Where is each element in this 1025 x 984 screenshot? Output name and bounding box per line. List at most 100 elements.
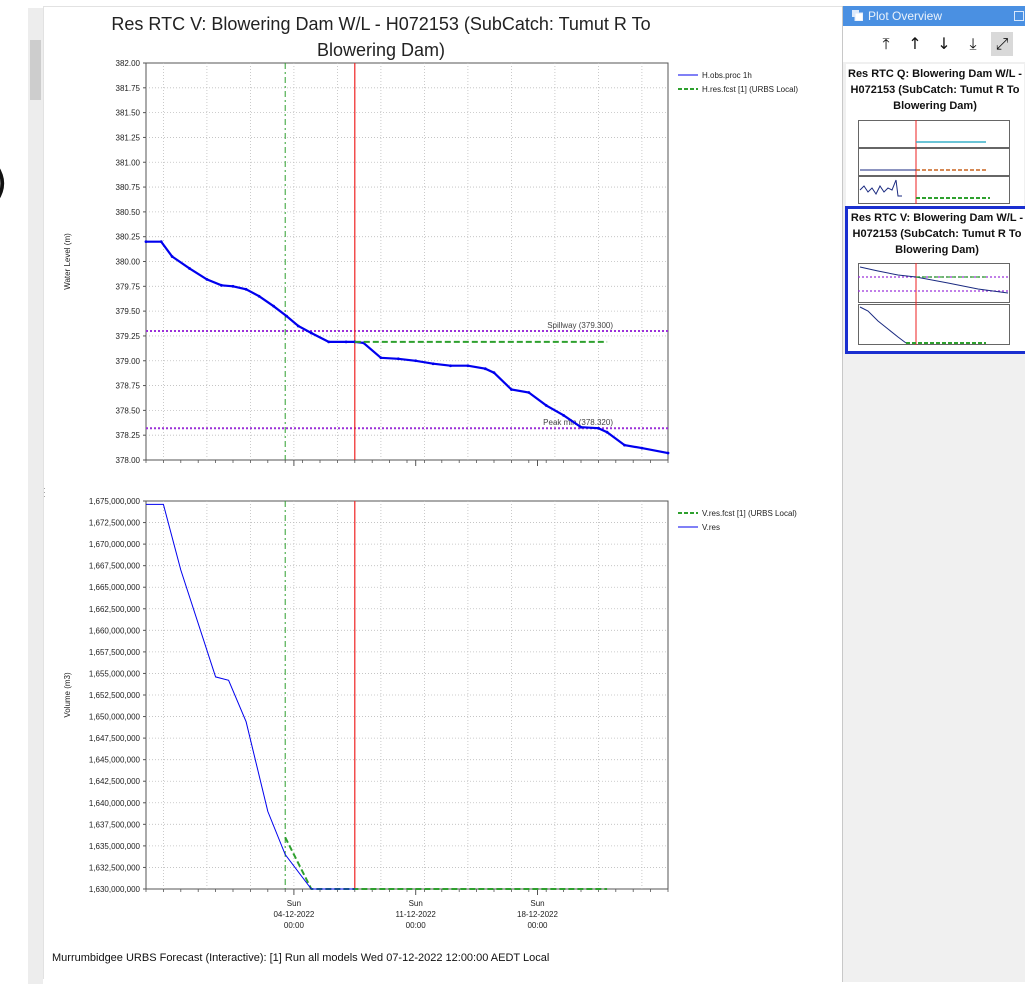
plot0-data-point — [579, 425, 583, 429]
plot0-data-point — [231, 284, 235, 288]
plot1-legend-label: V.res — [702, 523, 720, 532]
plot0-legend-label: H.res.fcst [1] (URBS Local) — [702, 85, 798, 94]
plot0-data-point — [544, 404, 548, 407]
plot0-legend-label: H.obs.proc 1h — [702, 71, 752, 80]
plot1-xtick-date: 18-12-2022 — [517, 910, 558, 919]
plot1-ytick-label: 1,657,500,000 — [89, 648, 141, 657]
expand-button[interactable]: ⤢ — [991, 32, 1013, 56]
plot1-ytick-label: 1,650,000,000 — [89, 713, 141, 722]
plot0-data-point — [379, 356, 383, 360]
plot0-data-point — [144, 240, 148, 244]
plot0-data-point — [170, 255, 174, 258]
plot0-data-point — [220, 283, 223, 287]
plot0-ytick-label: 379.00 — [116, 357, 141, 366]
plot0-data-point — [623, 443, 626, 447]
plot0-data-point — [272, 304, 275, 308]
plot1-xtick-date: 04-12-2022 — [273, 910, 314, 919]
restore-icon[interactable] — [1014, 11, 1024, 21]
status-footer: Murrumbidgee URBS Forecast (Interactive)… — [52, 952, 550, 964]
plot0-reference-label: Spillway (379.300) — [547, 321, 613, 330]
plot0-data-point — [466, 364, 470, 368]
plot0-ytick-label: 379.25 — [116, 332, 141, 341]
plot1-ytick-label: 1,642,500,000 — [89, 777, 141, 786]
plot1-ytick-label: 1,635,000,000 — [89, 842, 141, 851]
plot0-ytick-label: 380.50 — [116, 208, 141, 217]
plot0-data-point — [492, 371, 496, 375]
plot0-data-point — [562, 413, 565, 417]
plot0-ytick-label: 382.00 — [116, 59, 141, 68]
thumbnail-q-preview — [858, 120, 1010, 204]
plot0-data-point — [296, 324, 300, 328]
plot0-data-point — [396, 357, 400, 361]
plots-svg: 382.00 381.75 381.50 381.25 381.00 380.75 380.… — [63, 59, 842, 930]
clipped-glyph: ) — [0, 160, 8, 206]
plot0-ytick-label: 378.25 — [116, 431, 141, 440]
plot0-data-point — [414, 359, 418, 363]
plot0-data-point — [640, 446, 644, 450]
plot0-reference-label: Peak min (378.320) — [543, 418, 613, 427]
plot0-ytick-label: 381.25 — [116, 133, 141, 142]
plot-overview-toolbar: ⤒ ↑ ↓ ⤓ ⤢ — [843, 26, 1025, 62]
plot0-data-point — [257, 294, 261, 298]
plot0-ytick-label: 381.50 — [116, 109, 141, 118]
thumbnail-v[interactable]: Res RTC V: Blowering Dam W/L - H072153 (… — [845, 206, 1025, 354]
plot0-ytick-label: 380.25 — [116, 233, 141, 242]
thumbnail-v-title: Res RTC V: Blowering Dam W/L - H072153 (… — [850, 212, 1024, 256]
plot1-ytick-label: 1,667,500,000 — [89, 562, 141, 571]
plot1-ytick-label: 1,660,000,000 — [89, 626, 141, 635]
plot0-data-point — [285, 314, 289, 318]
splitter-handle[interactable]: · · · — [43, 483, 46, 501]
left-edge — [0, 0, 22, 982]
plot1-ytick-label: 1,675,000,000 — [89, 497, 141, 506]
plot0-data-point — [431, 362, 435, 366]
plot0-data-point — [327, 340, 331, 344]
plot-overview-icon — [852, 10, 863, 21]
move-up-button[interactable]: ↑ — [908, 34, 922, 53]
plot1-xtick-day: Sun — [530, 899, 544, 908]
plot1-xtick-date: 11-12-2022 — [396, 910, 437, 919]
vertical-scrollbar[interactable] — [28, 8, 43, 984]
plot0-data-point — [159, 240, 163, 244]
plot1-legend-label: V.res.fcst [1] (URBS Local) — [702, 509, 797, 518]
plot1-ytick-label: 1,670,000,000 — [89, 540, 141, 549]
thumbnail-q-title: Res RTC Q: Blowering Dam W/L - H072153 (… — [848, 68, 1022, 112]
plot0-data-point — [605, 430, 609, 434]
move-down-button[interactable]: ↓ — [937, 34, 951, 53]
plot0-ytick-label: 379.75 — [116, 282, 141, 291]
thumbnail-v-preview — [858, 263, 1010, 345]
plot-overview-header: Plot Overview — [843, 6, 1025, 26]
chart-title: Res RTC V: Blowering Dam W/L - H072153 (… — [111, 14, 651, 60]
plot0-data-point — [309, 331, 313, 335]
plot0-ytick-label: 380.00 — [116, 258, 141, 267]
plot1-ytick-label: 1,665,000,000 — [89, 583, 141, 592]
plot1-xtick-time: 00:00 — [406, 921, 427, 930]
plot0-data-point — [597, 426, 600, 430]
plot0-ytick-label: 378.00 — [116, 456, 141, 465]
plot0-data-point — [510, 388, 513, 391]
plot1-ytick-label: 1,652,500,000 — [89, 691, 141, 700]
plot0-ytick-label: 380.75 — [116, 183, 141, 192]
plot0-ytick-label: 379.50 — [116, 307, 141, 316]
plot0-data-point — [527, 391, 531, 394]
plot-overview-title: Plot Overview — [868, 9, 943, 23]
plot1-ytick-label: 1,640,000,000 — [89, 799, 141, 808]
plot1-series-line — [146, 503, 355, 890]
move-to-bottom-button[interactable]: ⤓ — [969, 34, 977, 53]
plot1-xtick-day: Sun — [409, 899, 423, 908]
plot0-data-point — [344, 340, 348, 344]
plot1-xtick-time: 00:00 — [527, 921, 548, 930]
move-to-top-button[interactable]: ⤒ — [882, 34, 890, 53]
plot0-y-axis-label: Water Level (m) — [63, 233, 72, 290]
scrollbar-thumb[interactable] — [30, 40, 41, 100]
plot0-ytick-label: 381.00 — [116, 158, 141, 167]
plot-overview-panel: Plot Overview ⤒ ↑ ↓ ⤓ ⤢ Res RTC Q: Blowe… — [842, 6, 1025, 982]
plot1-ytick-label: 1,655,000,000 — [89, 669, 141, 678]
legend-splitter-handle: ⋮ — [838, 504, 842, 514]
thumbnail-q[interactable]: Res RTC Q: Blowering Dam W/L - H072153 (… — [846, 64, 1024, 206]
plot0-data-point — [188, 267, 191, 270]
plot1-xtick-time: 00:00 — [284, 921, 305, 930]
plot0-data-point — [666, 451, 670, 455]
plot0-ytick-label: 378.50 — [116, 406, 141, 415]
plot0-data-point — [244, 287, 248, 291]
plot1-ytick-label: 1,630,000,000 — [89, 885, 141, 894]
